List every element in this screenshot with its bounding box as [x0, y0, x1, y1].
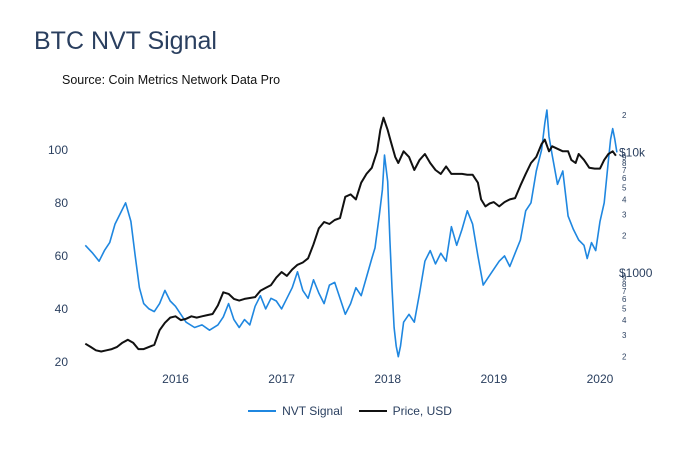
right-tick-label: $1000 — [619, 266, 653, 280]
chart-plot: 20 40 60 80 100 2016 2017 2018 2019 2020 $1000 $10k… — [48, 109, 653, 386]
right-minor-tick-label: 7 — [622, 287, 627, 296]
legend-swatch-price — [358, 410, 387, 412]
legend-label-nvt: NVT Signal — [282, 404, 343, 418]
right-minor-tick-label: 5 — [622, 184, 627, 193]
right-minor-tick-label: 4 — [622, 316, 627, 325]
chart-subtitle: Source: Coin Metrics Network Data Pro — [62, 73, 281, 87]
right-minor-tick-label: 9 — [622, 274, 627, 283]
right-minor-tick-label: 5 — [622, 304, 627, 313]
x-tick-label: 2018 — [374, 372, 401, 386]
right-minor-tick-label: 8 — [622, 280, 627, 289]
left-tick-label: 80 — [55, 196, 69, 210]
x-tick-label: 2017 — [268, 372, 295, 386]
left-tick-label: 40 — [55, 302, 69, 316]
right-minor-tick-label: 2 — [622, 111, 627, 120]
series-line-price-usd — [84, 116, 617, 353]
left-tick-label: 20 — [55, 355, 69, 369]
right-minor-tick-label: 3 — [622, 210, 627, 219]
right-minor-tick-label: 2 — [622, 232, 627, 241]
series-line-nvt-signal — [84, 109, 618, 358]
right-minor-tick-label: 6 — [622, 295, 627, 304]
right-minor-tick-label: 6 — [622, 174, 627, 183]
right-minor-tick-label: 4 — [622, 195, 627, 204]
right-minor-tick-label: 8 — [622, 159, 627, 168]
left-tick-label: 60 — [55, 249, 69, 263]
chart-legend: NVT Signal Price, USD — [0, 404, 700, 418]
left-tick-label: 100 — [48, 143, 68, 157]
legend-item-nvt[interactable]: NVT Signal — [248, 404, 343, 418]
right-tick-label: $10k — [619, 145, 646, 159]
x-tick-label: 2019 — [480, 372, 507, 386]
legend-swatch-nvt — [248, 410, 277, 412]
legend-label-price: Price, USD — [392, 404, 452, 418]
right-minor-tick-label: 7 — [622, 166, 627, 175]
legend-item-price[interactable]: Price, USD — [358, 404, 452, 418]
right-minor-tick-label: 2 — [622, 352, 627, 361]
right-minor-tick-label: 3 — [622, 331, 627, 340]
right-minor-tick-label: 9 — [622, 153, 627, 162]
chart-title: BTC NVT Signal — [34, 27, 217, 55]
x-tick-label: 2020 — [587, 372, 614, 386]
x-tick-label: 2016 — [162, 372, 189, 386]
